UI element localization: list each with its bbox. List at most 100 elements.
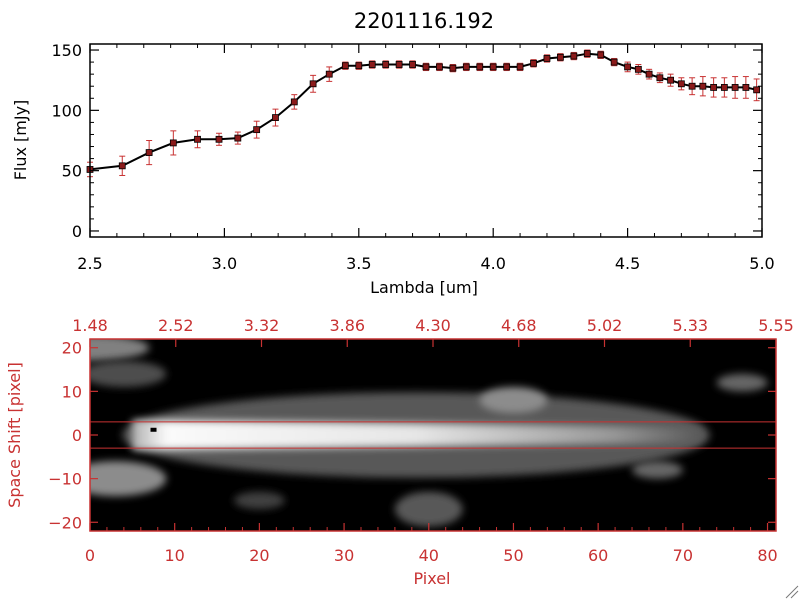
spectrum-plot-data bbox=[86, 49, 761, 178]
spectrum-point bbox=[194, 130, 201, 149]
source-position-marker bbox=[150, 427, 157, 432]
spectrum-marker bbox=[645, 70, 653, 78]
spectrum-marker bbox=[667, 76, 675, 84]
spectrum-point bbox=[699, 76, 707, 97]
image-y-ticks: −20 −10 0 10 20 bbox=[48, 339, 776, 532]
spectrum-point bbox=[720, 77, 728, 98]
spectrum-marker bbox=[169, 139, 177, 147]
image-x-ticks: 0 10 20 30 40 50 60 70 80 bbox=[85, 523, 778, 565]
spectrum-point bbox=[688, 77, 696, 96]
image-top-tick-label: 3.86 bbox=[329, 316, 365, 335]
image-top-tick-label: 2.52 bbox=[158, 316, 194, 335]
spectrum-marker bbox=[290, 98, 298, 106]
spectrum-point bbox=[272, 108, 279, 127]
spectrum-marker bbox=[368, 61, 376, 68]
spectrum-x-axis-label: Lambda [um] bbox=[370, 278, 478, 297]
spectrum-point bbox=[742, 76, 750, 99]
spectrum-point bbox=[489, 62, 497, 72]
spectrum-point bbox=[409, 60, 416, 69]
spectrum-point bbox=[583, 49, 591, 58]
spectrum-point bbox=[557, 53, 564, 62]
spectrum-marker bbox=[530, 59, 537, 67]
spectrum-plot-frame bbox=[89, 43, 763, 238]
image-x-tick-label: 40 bbox=[419, 546, 439, 565]
spectrum-point bbox=[382, 60, 390, 69]
spectrum-marker bbox=[688, 82, 696, 90]
spectrum-marker bbox=[516, 63, 524, 71]
spectrum-marker bbox=[557, 53, 564, 61]
extraction-aperture bbox=[90, 421, 776, 449]
image-top-tick-label: 5.02 bbox=[587, 316, 623, 335]
spectrum-marker bbox=[395, 61, 403, 68]
spectrum-point bbox=[462, 62, 470, 72]
spectrum-point bbox=[215, 132, 223, 146]
image-x-axis-label: Pixel bbox=[413, 569, 450, 588]
spectrum-point bbox=[118, 155, 126, 176]
spectral-image bbox=[90, 339, 776, 531]
spectrum-x-ticks: 2.5 3.0 3.5 4.0 4.5 5.0 bbox=[77, 44, 775, 273]
spectrum-marker bbox=[194, 135, 201, 143]
spectrum-point bbox=[395, 60, 403, 69]
image-blob bbox=[394, 491, 463, 527]
spectrum-title: 2201116.192 bbox=[354, 9, 494, 33]
spectrum-marker bbox=[720, 84, 728, 91]
spectrum-marker bbox=[570, 52, 578, 60]
spectrum-marker bbox=[503, 63, 511, 71]
image-blob bbox=[716, 373, 768, 392]
image-top-tick-label: 5.55 bbox=[758, 316, 794, 335]
spectrum-marker bbox=[449, 64, 457, 72]
image-x-tick-label: 30 bbox=[334, 546, 354, 565]
spectrum-marker bbox=[656, 74, 664, 82]
spectrum-marker bbox=[422, 63, 430, 71]
spectrum-x-tick-label: 5.0 bbox=[749, 254, 774, 273]
spectrum-marker bbox=[272, 114, 279, 121]
image-blob bbox=[632, 461, 683, 479]
resize-grip-icon bbox=[785, 585, 799, 599]
image-x-tick-label: 10 bbox=[165, 546, 185, 565]
spectrum-marker bbox=[543, 55, 551, 62]
image-top-tick-label: 4.68 bbox=[501, 316, 537, 335]
spectrum-marker bbox=[341, 62, 349, 70]
spectrum-marker bbox=[610, 58, 618, 66]
spectrum-point bbox=[169, 130, 177, 156]
spectrum-point bbox=[503, 62, 511, 72]
spectrum-point bbox=[731, 76, 739, 99]
image-x-tick-label: 0 bbox=[85, 546, 95, 565]
spectrum-marker bbox=[462, 63, 470, 71]
spectrum-x-tick-label: 2.5 bbox=[77, 254, 102, 273]
spectrum-point bbox=[645, 68, 653, 80]
spectrum-x-tick-label: 4.5 bbox=[615, 254, 640, 273]
spectrum-marker bbox=[215, 135, 223, 143]
spectrum-y-tick-label: 150 bbox=[51, 41, 82, 60]
spectrum-x-tick-label: 3.0 bbox=[212, 254, 237, 273]
spectrum-point bbox=[543, 54, 551, 63]
spectrum-marker bbox=[634, 65, 642, 73]
spectrum-point bbox=[597, 50, 605, 59]
spectrum-marker bbox=[118, 162, 126, 170]
image-top-tick-label: 1.48 bbox=[72, 316, 108, 335]
image-blob bbox=[90, 360, 167, 387]
spectrum-point bbox=[530, 59, 537, 68]
image-blob bbox=[233, 491, 285, 510]
spectrum-point bbox=[436, 62, 443, 72]
image-top-tick-label: 3.32 bbox=[244, 316, 280, 335]
image-blob bbox=[479, 387, 548, 414]
spectrum-marker bbox=[753, 86, 761, 94]
spectrum-marker bbox=[355, 62, 363, 70]
spectrum-marker bbox=[677, 80, 685, 88]
spectrum-point bbox=[449, 64, 457, 73]
spectrum-marker bbox=[145, 149, 153, 156]
image-y-tick-label: 10 bbox=[62, 382, 82, 401]
image-x-tick-label: 20 bbox=[249, 546, 269, 565]
spectrum-marker bbox=[409, 61, 416, 68]
spectrum-y-tick-label: 50 bbox=[62, 162, 82, 181]
image-y-tick-label: −10 bbox=[48, 470, 82, 489]
spectrum-point bbox=[476, 62, 484, 72]
spectrum-point bbox=[624, 61, 631, 73]
spectrum-marker bbox=[710, 84, 718, 91]
spectrum-marker bbox=[624, 63, 631, 71]
spectrum-marker bbox=[234, 134, 242, 142]
spectrum-point bbox=[422, 62, 430, 72]
spectrum-marker bbox=[583, 50, 591, 58]
spectrum-marker bbox=[699, 82, 707, 90]
